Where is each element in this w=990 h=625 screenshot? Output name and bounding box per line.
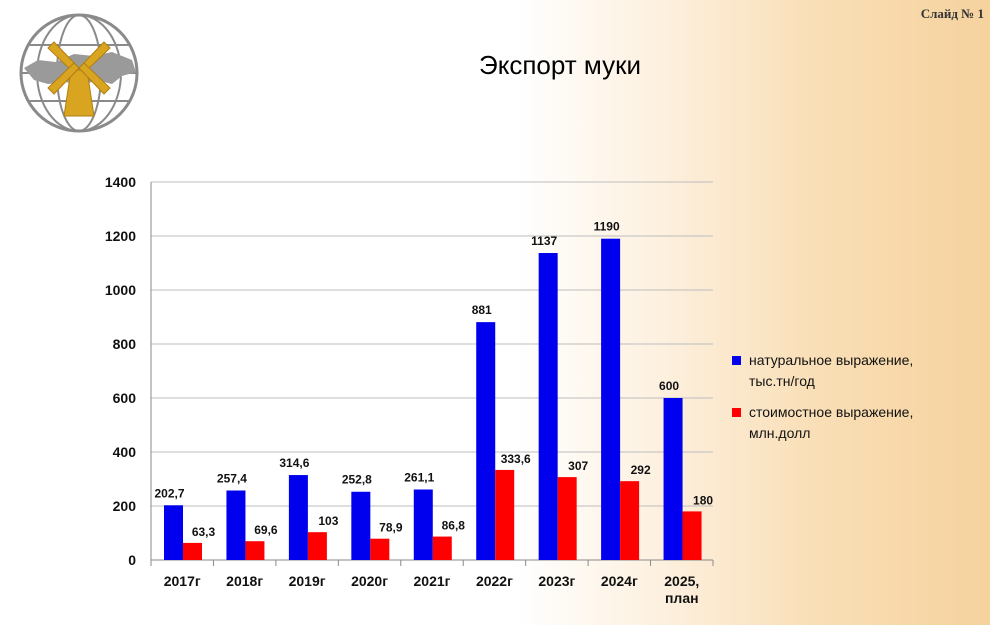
data-label-natural: 252,8 bbox=[342, 473, 372, 487]
bar-value bbox=[245, 541, 265, 560]
bar-value bbox=[557, 477, 577, 560]
data-label-natural: 1137 bbox=[531, 234, 557, 248]
bar-value bbox=[307, 532, 327, 560]
legend-item-value: стоимостное выражение, млн.долл bbox=[732, 402, 977, 444]
data-label-value: 86,8 bbox=[442, 519, 466, 533]
data-label-value: 63,3 bbox=[192, 525, 216, 539]
data-label-value: 69,6 bbox=[254, 523, 278, 537]
x-tick-label: план bbox=[665, 590, 699, 606]
data-label-natural: 600 bbox=[659, 379, 679, 393]
y-tick-label: 1200 bbox=[105, 228, 136, 244]
y-tick-label: 200 bbox=[113, 498, 137, 514]
bar-value bbox=[183, 542, 202, 560]
x-tick-label: 2023г bbox=[538, 573, 575, 589]
data-label-value: 103 bbox=[318, 514, 338, 528]
data-label-natural: 1190 bbox=[594, 220, 620, 234]
chart-legend: натуральное выражение, тыс.тн/год стоимо… bbox=[732, 350, 977, 454]
bar-value bbox=[620, 481, 640, 560]
data-label-natural: 257,4 bbox=[217, 472, 247, 486]
x-tick-label: 2021г bbox=[414, 573, 451, 589]
bar-natural bbox=[476, 322, 496, 560]
data-label-value: 333,6 bbox=[501, 452, 531, 466]
bar-natural bbox=[164, 505, 183, 560]
bar-natural bbox=[351, 491, 371, 560]
bar-natural bbox=[663, 398, 683, 560]
x-tick-label: 2022г bbox=[476, 573, 513, 589]
legend-label-natural: натуральное выражение, тыс.тн/год bbox=[749, 352, 914, 389]
x-tick-label: 2019г bbox=[289, 573, 326, 589]
data-label-value: 292 bbox=[631, 463, 651, 477]
y-tick-label: 800 bbox=[113, 336, 137, 352]
x-tick-label: 2024г bbox=[601, 573, 638, 589]
x-tick-label: 2017г bbox=[164, 573, 201, 589]
bar-natural bbox=[601, 238, 621, 560]
x-tick-label: 2018г bbox=[226, 573, 263, 589]
data-label-natural: 314,6 bbox=[279, 456, 309, 470]
legend-item-natural: натуральное выражение, тыс.тн/год bbox=[732, 350, 977, 392]
chart-title: Экспорт муки bbox=[479, 50, 641, 80]
bar-value bbox=[370, 538, 390, 560]
y-tick-label: 400 bbox=[113, 444, 137, 460]
y-tick-label: 0 bbox=[128, 552, 136, 568]
slide-number: Слайд № 1 bbox=[920, 6, 984, 21]
legend-swatch-natural bbox=[732, 356, 741, 365]
data-label-natural: 261,1 bbox=[404, 471, 434, 485]
y-tick-label: 600 bbox=[113, 390, 137, 406]
windmill-globe-logo bbox=[19, 13, 139, 133]
bar-value bbox=[495, 469, 515, 560]
bar-value bbox=[432, 536, 452, 560]
data-label-natural: 881 bbox=[472, 303, 492, 317]
y-tick-label: 1000 bbox=[105, 282, 136, 298]
data-label-value: 307 bbox=[568, 459, 588, 473]
bar-natural bbox=[288, 475, 308, 560]
legend-swatch-value bbox=[732, 408, 741, 417]
x-tick-label: 2025, bbox=[664, 573, 699, 589]
data-label-natural: 202,7 bbox=[154, 486, 184, 500]
legend-label-value: стоимостное выражение, млн.долл bbox=[749, 404, 914, 441]
bar-natural bbox=[226, 490, 246, 560]
x-tick-label: 2020г bbox=[351, 573, 388, 589]
data-label-value: 180 bbox=[693, 493, 713, 507]
y-tick-label: 1400 bbox=[105, 174, 136, 190]
bar-natural bbox=[538, 253, 558, 560]
bar-value bbox=[682, 511, 702, 560]
bar-natural bbox=[413, 489, 433, 560]
data-label-value: 78,9 bbox=[379, 521, 403, 535]
